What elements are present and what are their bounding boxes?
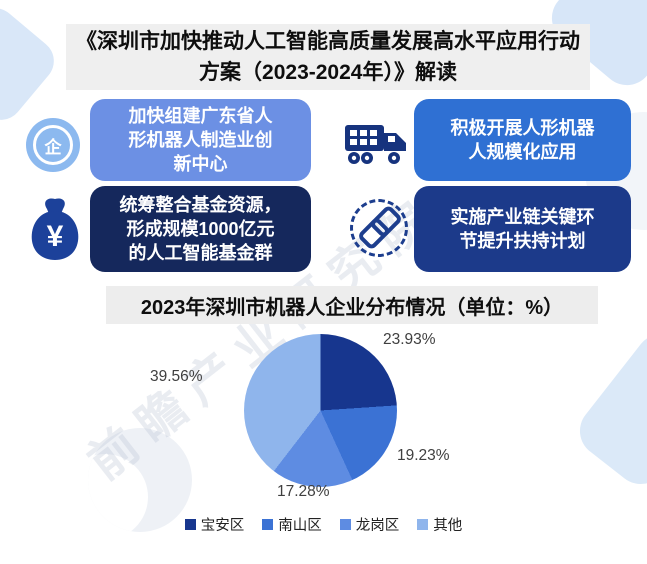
enterprise-badge-icon: 企 — [26, 118, 80, 172]
svg-text:¥: ¥ — [47, 220, 64, 253]
legend-swatch — [184, 519, 196, 530]
highlight-text-line: 人规模化应用 — [468, 142, 577, 162]
legend-swatch — [339, 519, 351, 530]
legend-label: 龙岗区 — [355, 518, 400, 534]
chart-title: 2023年深圳市机器人企业分布情况（单位：%） — [140, 296, 564, 319]
highlight-text-line: 形机器人制造业创 — [128, 130, 273, 150]
highlight-box-robot-application: 积极开展人形机器 人规模化应用 — [414, 99, 631, 181]
wreath-ring — [350, 199, 408, 257]
pie-chart — [244, 334, 397, 487]
legend-item-other: 其他 — [417, 514, 462, 535]
legend-swatch — [262, 519, 274, 530]
legend-item-longgang: 龙岗区 — [339, 514, 400, 535]
legend-swatch — [417, 519, 429, 530]
corner-decoration-top-left — [0, 0, 63, 129]
pie-label-nanshan: 19.23% — [397, 447, 450, 464]
highlight-text-line: 形成规模1000亿元 — [126, 219, 275, 239]
page-title-line-1: 《深圳市加快推动人工智能高质量发展高水平应用行动 — [76, 30, 580, 53]
highlight-text-line: 的人工智能基金群 — [128, 243, 273, 263]
pie-label-other: 39.56% — [150, 368, 203, 385]
highlight-text-line: 加快组建广东省人 — [128, 106, 273, 126]
highlight-text-line: 统筹整合基金资源， — [119, 195, 282, 215]
legend-label: 宝安区 — [200, 518, 245, 534]
legend-label: 其他 — [433, 518, 463, 534]
chart-legend: 宝安区 南山区 龙岗区 其他 — [0, 514, 647, 535]
highlight-text-line: 新中心 — [173, 154, 228, 174]
highlight-text-line: 积极开展人形机器 — [450, 118, 595, 138]
highlight-text-line: 节提升扶持计划 — [459, 231, 586, 251]
highlight-text-line: 实施产业链关键环 — [450, 207, 595, 227]
highlight-box-innovation-center: 加快组建广东省人 形机器人制造业创 新中心 — [90, 99, 311, 181]
page-title-line-2: 方案（2023-2024年）》解读 — [199, 61, 457, 84]
highlight-box-ai-fund: 统筹整合基金资源， 形成规模1000亿元 的人工智能基金群 — [90, 186, 311, 272]
chart-title-bar: 2023年深圳市机器人企业分布情况（单位：%） — [106, 286, 598, 324]
legend-item-nanshan: 南山区 — [262, 514, 322, 535]
watermark-logo-circle — [88, 428, 192, 532]
chain-link-wreath-icon — [348, 197, 408, 257]
page-title: 《深圳市加快推动人工智能高质量发展高水平应用行动 方案（2023-2024年）》… — [66, 24, 590, 90]
enterprise-badge-glyph: 企 — [33, 125, 73, 165]
pie-label-longgang: 17.28% — [277, 483, 330, 500]
pie-label-baoan: 23.93% — [383, 331, 436, 348]
money-bag-icon: ¥ — [28, 196, 82, 262]
edge-decoration-right — [569, 323, 647, 495]
truck-icon — [344, 122, 410, 168]
highlight-box-industry-chain-plan: 实施产业链关键环 节提升扶持计划 — [414, 186, 631, 272]
legend-label: 南山区 — [278, 518, 322, 534]
legend-item-baoan: 宝安区 — [184, 514, 245, 535]
